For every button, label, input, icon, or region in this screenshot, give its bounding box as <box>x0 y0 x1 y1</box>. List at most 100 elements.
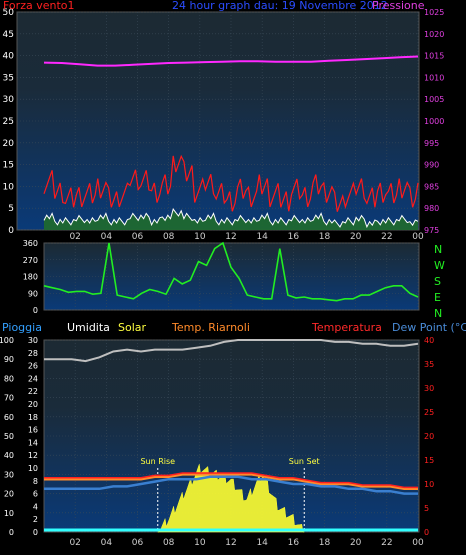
x-tick-label-top: 14 <box>256 232 268 242</box>
x-tick-label-bottom: 06 <box>132 538 144 548</box>
temperature-y-tick-label: 0 <box>424 528 429 537</box>
x-tick-label-top: 06 <box>132 232 144 242</box>
humidity-y-tick-label: 2 <box>33 515 38 524</box>
chart-marks <box>43 55 419 533</box>
x-tick-label-bottom: 12 <box>225 538 236 548</box>
pressure-y-tick-label: 1025 <box>424 8 444 17</box>
wind-y-tick-label: 10 <box>3 182 15 192</box>
humidity-y-tick-label: 16 <box>28 426 38 435</box>
sun-rise-label: Sun Rise <box>140 457 175 466</box>
wind-gust-line <box>43 154 419 212</box>
direction-compass-label: E <box>434 291 441 304</box>
rain-y-tick-label: 30 <box>4 470 14 479</box>
rain-y-tick-label: 0 <box>9 528 14 537</box>
humidity-y-tick-label: 18 <box>28 413 38 422</box>
humidity-y-tick-label: 30 <box>28 336 38 345</box>
chart-title: 24 hour graph dau: 19 Novembre 2012 <box>172 0 388 12</box>
direction-y-tick-label: 90 <box>28 289 38 298</box>
legend-temperature: Temperatura <box>311 321 382 334</box>
temperature-y-tick-label: 35 <box>424 360 434 369</box>
humidity-y-tick-label: 12 <box>28 451 38 460</box>
rain-y-tick-label: 10 <box>4 509 14 518</box>
legend-humidity: Umidita <box>67 321 110 334</box>
dew-point-line <box>44 475 418 495</box>
wind-y-tick-label: 45 <box>3 30 14 40</box>
x-tick-label-top: 16 <box>288 232 300 242</box>
humidity-y-tick-label: 24 <box>28 374 38 383</box>
humidity-y-tick-label: 4 <box>33 502 38 511</box>
rain-y-tick-label: 70 <box>4 394 14 403</box>
humidity-y-tick-label: 28 <box>28 349 38 358</box>
x-tick-label-bottom: 20 <box>350 538 362 548</box>
sun-set-label: Sun Set <box>289 457 320 466</box>
rain-y-tick-label: 60 <box>4 413 14 422</box>
humidity-line <box>44 339 419 363</box>
pressure-y-tick-label: 1000 <box>424 117 444 126</box>
header-left-label: Forza vento1 <box>3 0 75 12</box>
temperature-y-tick-label: 40 <box>424 336 434 345</box>
temperature-riarnoli-line <box>44 473 418 491</box>
pressure-y-tick-label: 980 <box>424 204 439 213</box>
header-right-label: Pressione <box>372 0 425 12</box>
direction-compass-label: W <box>434 259 445 272</box>
pressure-y-tick-label: 1020 <box>424 30 444 39</box>
pressure-y-tick-label: 1015 <box>424 52 444 61</box>
x-tick-label-bottom: 16 <box>288 538 300 548</box>
pressure-y-tick-label: 985 <box>424 182 439 191</box>
rain-y-tick-label: 90 <box>4 355 14 364</box>
pressure-y-tick-label: 990 <box>424 161 439 170</box>
legend-solar: Solar <box>118 321 147 334</box>
direction-compass-label: N <box>434 307 442 320</box>
x-tick-label-bottom: 02 <box>69 538 80 548</box>
x-tick-label-top: 18 <box>319 232 331 242</box>
temperature-y-tick-label: 15 <box>424 456 434 465</box>
temperature-y-tick-label: 20 <box>424 432 434 441</box>
wind-y-tick-label: 35 <box>3 73 14 83</box>
direction-compass-label: S <box>434 275 441 288</box>
wind-y-tick-label: 30 <box>3 95 15 105</box>
x-tick-label-top: 12 <box>225 232 236 242</box>
x-tick-label-top: 20 <box>350 232 362 242</box>
temperature-line <box>44 472 418 489</box>
x-tick-label-bottom: 22 <box>381 538 392 548</box>
wind-y-tick-label: 40 <box>3 52 15 62</box>
direction-y-tick-label: 180 <box>23 273 38 282</box>
humidity-y-tick-label: 0 <box>33 528 38 537</box>
wind-y-tick-label: 50 <box>3 8 15 18</box>
pressure-y-tick-label: 975 <box>424 226 439 235</box>
wind-y-tick-label: 5 <box>8 204 14 214</box>
legend-dew-point: Dew Point (°C) <box>392 321 466 334</box>
temperature-y-tick-label: 5 <box>424 504 429 513</box>
rain-y-tick-label: 50 <box>4 432 14 441</box>
humidity-y-tick-label: 26 <box>28 362 38 371</box>
rain-y-tick-label: 20 <box>4 490 14 499</box>
wind-y-tick-label: 20 <box>3 139 15 149</box>
legend-temp-riarnoli: Temp. Riarnoli <box>171 321 250 334</box>
x-tick-label-top: 02 <box>69 232 80 242</box>
wind-average-line <box>43 207 419 229</box>
direction-compass-label: N <box>434 243 442 256</box>
temperature-y-tick-label: 30 <box>424 384 434 393</box>
x-tick-label-bottom: 04 <box>101 538 113 548</box>
rain-y-tick-label: 100 <box>0 336 14 345</box>
x-tick-label-top: 22 <box>381 232 392 242</box>
pressure-y-tick-label: 1005 <box>424 95 444 104</box>
x-tick-label-bottom: 14 <box>256 538 268 548</box>
legend-rain: Pioggia <box>2 321 42 334</box>
solar-area <box>157 464 305 533</box>
x-tick-label-top: 10 <box>194 232 206 242</box>
x-tick-label-top: 00 <box>412 232 424 242</box>
x-tick-label-top: 04 <box>101 232 113 242</box>
humidity-y-tick-label: 6 <box>33 490 38 499</box>
humidity-y-tick-label: 14 <box>28 438 38 447</box>
direction-y-tick-label: 360 <box>23 239 38 248</box>
direction-y-tick-label: 270 <box>23 256 38 265</box>
direction-y-tick-label: 0 <box>33 306 38 315</box>
rain-y-tick-label: 80 <box>4 374 14 383</box>
temperature-y-tick-label: 25 <box>424 408 434 417</box>
humidity-y-tick-label: 8 <box>33 477 38 486</box>
x-tick-label-bottom: 18 <box>319 538 331 548</box>
x-tick-label-bottom: 08 <box>163 538 175 548</box>
x-tick-label-bottom: 10 <box>194 538 206 548</box>
